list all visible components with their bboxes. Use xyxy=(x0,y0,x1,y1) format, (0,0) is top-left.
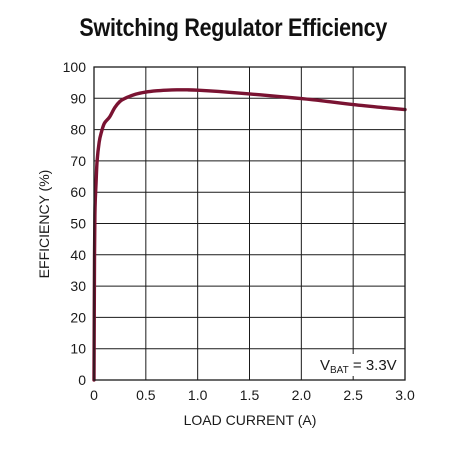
y-tick-label: 10 xyxy=(70,341,86,357)
x-tick-label: 0 xyxy=(90,387,98,403)
vbat-annotation: VBAT = 3.3V xyxy=(320,357,397,376)
y-axis-label: EFFICIENCY (%) xyxy=(36,170,52,279)
x-tick-label: 1.5 xyxy=(240,387,260,403)
annotation-background xyxy=(315,354,401,376)
series-group xyxy=(92,88,407,382)
annotation-rest: = 3.3V xyxy=(349,357,397,374)
efficiency-curve xyxy=(92,88,407,382)
x-tick-label: 2.5 xyxy=(343,387,363,403)
x-tick-label: 0.5 xyxy=(136,387,156,403)
annotation-main: V xyxy=(320,357,330,374)
y-tick-label: 70 xyxy=(70,153,86,169)
y-tick-label: 20 xyxy=(70,309,86,325)
x-tick-label: 1.0 xyxy=(188,387,208,403)
x-tick-labels: 0 0.5 1.0 1.5 2.0 2.5 3.0 xyxy=(90,387,415,403)
x-axis-label: LOAD CURRENT (A) xyxy=(184,412,317,428)
chart-title: Switching Regulator Efficiency xyxy=(79,14,388,42)
annotation-subscript: BAT xyxy=(330,365,349,376)
y-tick-label: 60 xyxy=(70,184,86,200)
y-tick-label: 40 xyxy=(70,247,86,263)
y-tick-label: 100 xyxy=(63,59,87,75)
y-tick-labels: 0 10 20 30 40 50 60 70 80 90 100 xyxy=(63,59,87,388)
y-tick-label: 0 xyxy=(78,372,86,388)
y-tick-label: 90 xyxy=(70,90,86,106)
y-tick-label: 50 xyxy=(70,216,86,232)
y-tick-label: 80 xyxy=(70,122,86,138)
plot-frame xyxy=(93,66,406,381)
x-tick-label: 2.0 xyxy=(292,387,312,403)
y-tick-label: 30 xyxy=(70,278,86,294)
x-tick-label: 3.0 xyxy=(395,387,415,403)
grid xyxy=(94,67,405,380)
